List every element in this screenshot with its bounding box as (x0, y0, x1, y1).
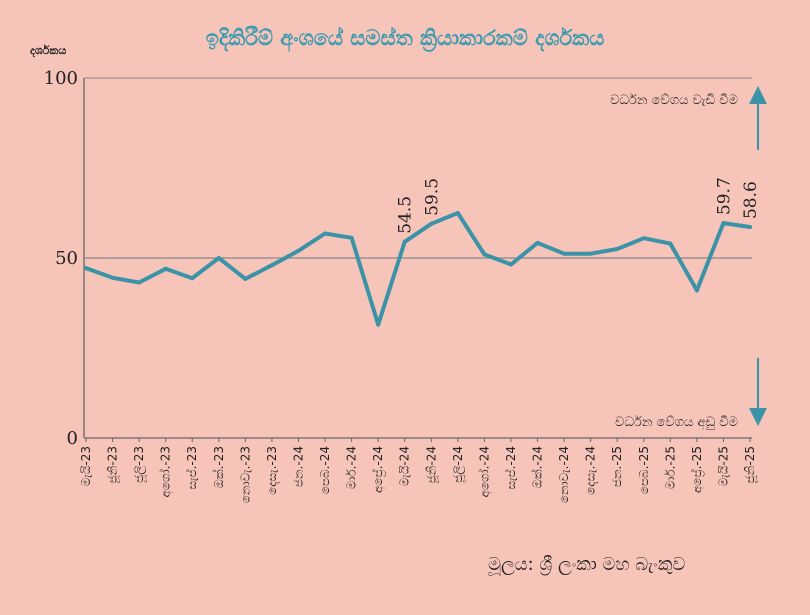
y-tick-label: 50 (55, 248, 78, 269)
data-point (137, 280, 142, 285)
y-tick-label: 0 (67, 428, 78, 449)
data-point (588, 251, 593, 256)
data-point (269, 263, 274, 268)
x-tick-label: සැප්.-23 (185, 446, 199, 490)
annotation-decrease: වර්ධන වේගය අඩු වීම (615, 414, 738, 430)
data-point (748, 225, 752, 230)
x-tick-label: මාර්.-24 (345, 446, 359, 489)
data-label: 59.7 (714, 177, 734, 215)
data-point (694, 288, 699, 293)
data-point (482, 252, 487, 257)
y-axis-label: දර්ශකය (30, 43, 66, 58)
series-line (84, 211, 752, 327)
data-point (429, 221, 434, 226)
data-point (668, 241, 673, 246)
source-note: මූලය: ශ්‍රී ලංකා මහ බැංකුව (488, 554, 686, 575)
down-arrow-icon (749, 358, 767, 426)
x-tick-label: අප්‍රේ.-24 (371, 446, 386, 493)
x-tick-label: අප්‍රේ.-25 (690, 446, 705, 493)
data-label: 59.5 (422, 178, 442, 216)
data-label: 58.6 (741, 181, 761, 219)
data-point (296, 248, 301, 253)
x-tick-label: ජන.-24 (291, 446, 305, 487)
data-point (562, 251, 567, 256)
x-tick-label: පෙබ.-24 (318, 446, 332, 494)
data-point (402, 239, 407, 244)
x-tick-label: සැප්.-24 (504, 446, 518, 490)
x-tick-label: දෙසැ.-23 (265, 446, 279, 495)
data-point (376, 322, 381, 327)
x-tick-label: දෙසැ.-24 (584, 446, 598, 495)
x-tick-label: ජන.-25 (610, 446, 624, 487)
data-label: 54.5 (396, 196, 416, 234)
data-point (349, 235, 354, 240)
x-tick-label: ඔක්.-24 (530, 446, 544, 488)
x-tick-label: මැයි-23 (79, 446, 93, 486)
data-point (535, 240, 540, 245)
x-tick-label: ජූලි-24 (451, 446, 466, 483)
data-point (641, 236, 646, 241)
x-tick-label: ජූනි-25 (743, 446, 758, 483)
data-point (216, 256, 221, 260)
x-tick-label: අගෝ.-24 (477, 446, 492, 498)
data-point (84, 266, 88, 271)
up-arrow-icon (749, 86, 767, 150)
data-point (615, 247, 620, 251)
data-point (110, 275, 115, 280)
x-tick-label: ඔක්.-23 (212, 446, 226, 488)
x-tick-label: ජූලි-23 (132, 446, 147, 483)
x-tick-label: නොවැ.-24 (557, 446, 571, 503)
x-tick-label: මැයි-25 (716, 446, 730, 486)
x-tick-label: මැයි-24 (398, 446, 412, 486)
data-point (323, 231, 328, 236)
y-tick-label: 100 (44, 68, 78, 89)
data-point (455, 211, 460, 215)
data-point (163, 266, 168, 271)
data-point (190, 276, 195, 281)
x-tick-label: මාර්.-25 (663, 446, 677, 489)
x-tick-label: අගෝ.-23 (159, 446, 174, 498)
x-tick-label: නොවැ.-23 (238, 446, 252, 503)
chart-title: ඉදිකිරීම් අංශයේ සමස්ත ක්‍රියාකාරකම් දර්ශ… (206, 26, 605, 53)
x-tick-label: ජූනි-24 (424, 446, 439, 483)
annotation-increase: වර්ධන වේගය වැඩි වීම (610, 92, 738, 108)
x-tick-label: ජූනි-23 (106, 446, 121, 483)
data-point (721, 221, 726, 226)
x-tick-label: පෙබ.-25 (637, 446, 651, 494)
data-point (508, 262, 513, 267)
data-point (243, 276, 248, 281)
